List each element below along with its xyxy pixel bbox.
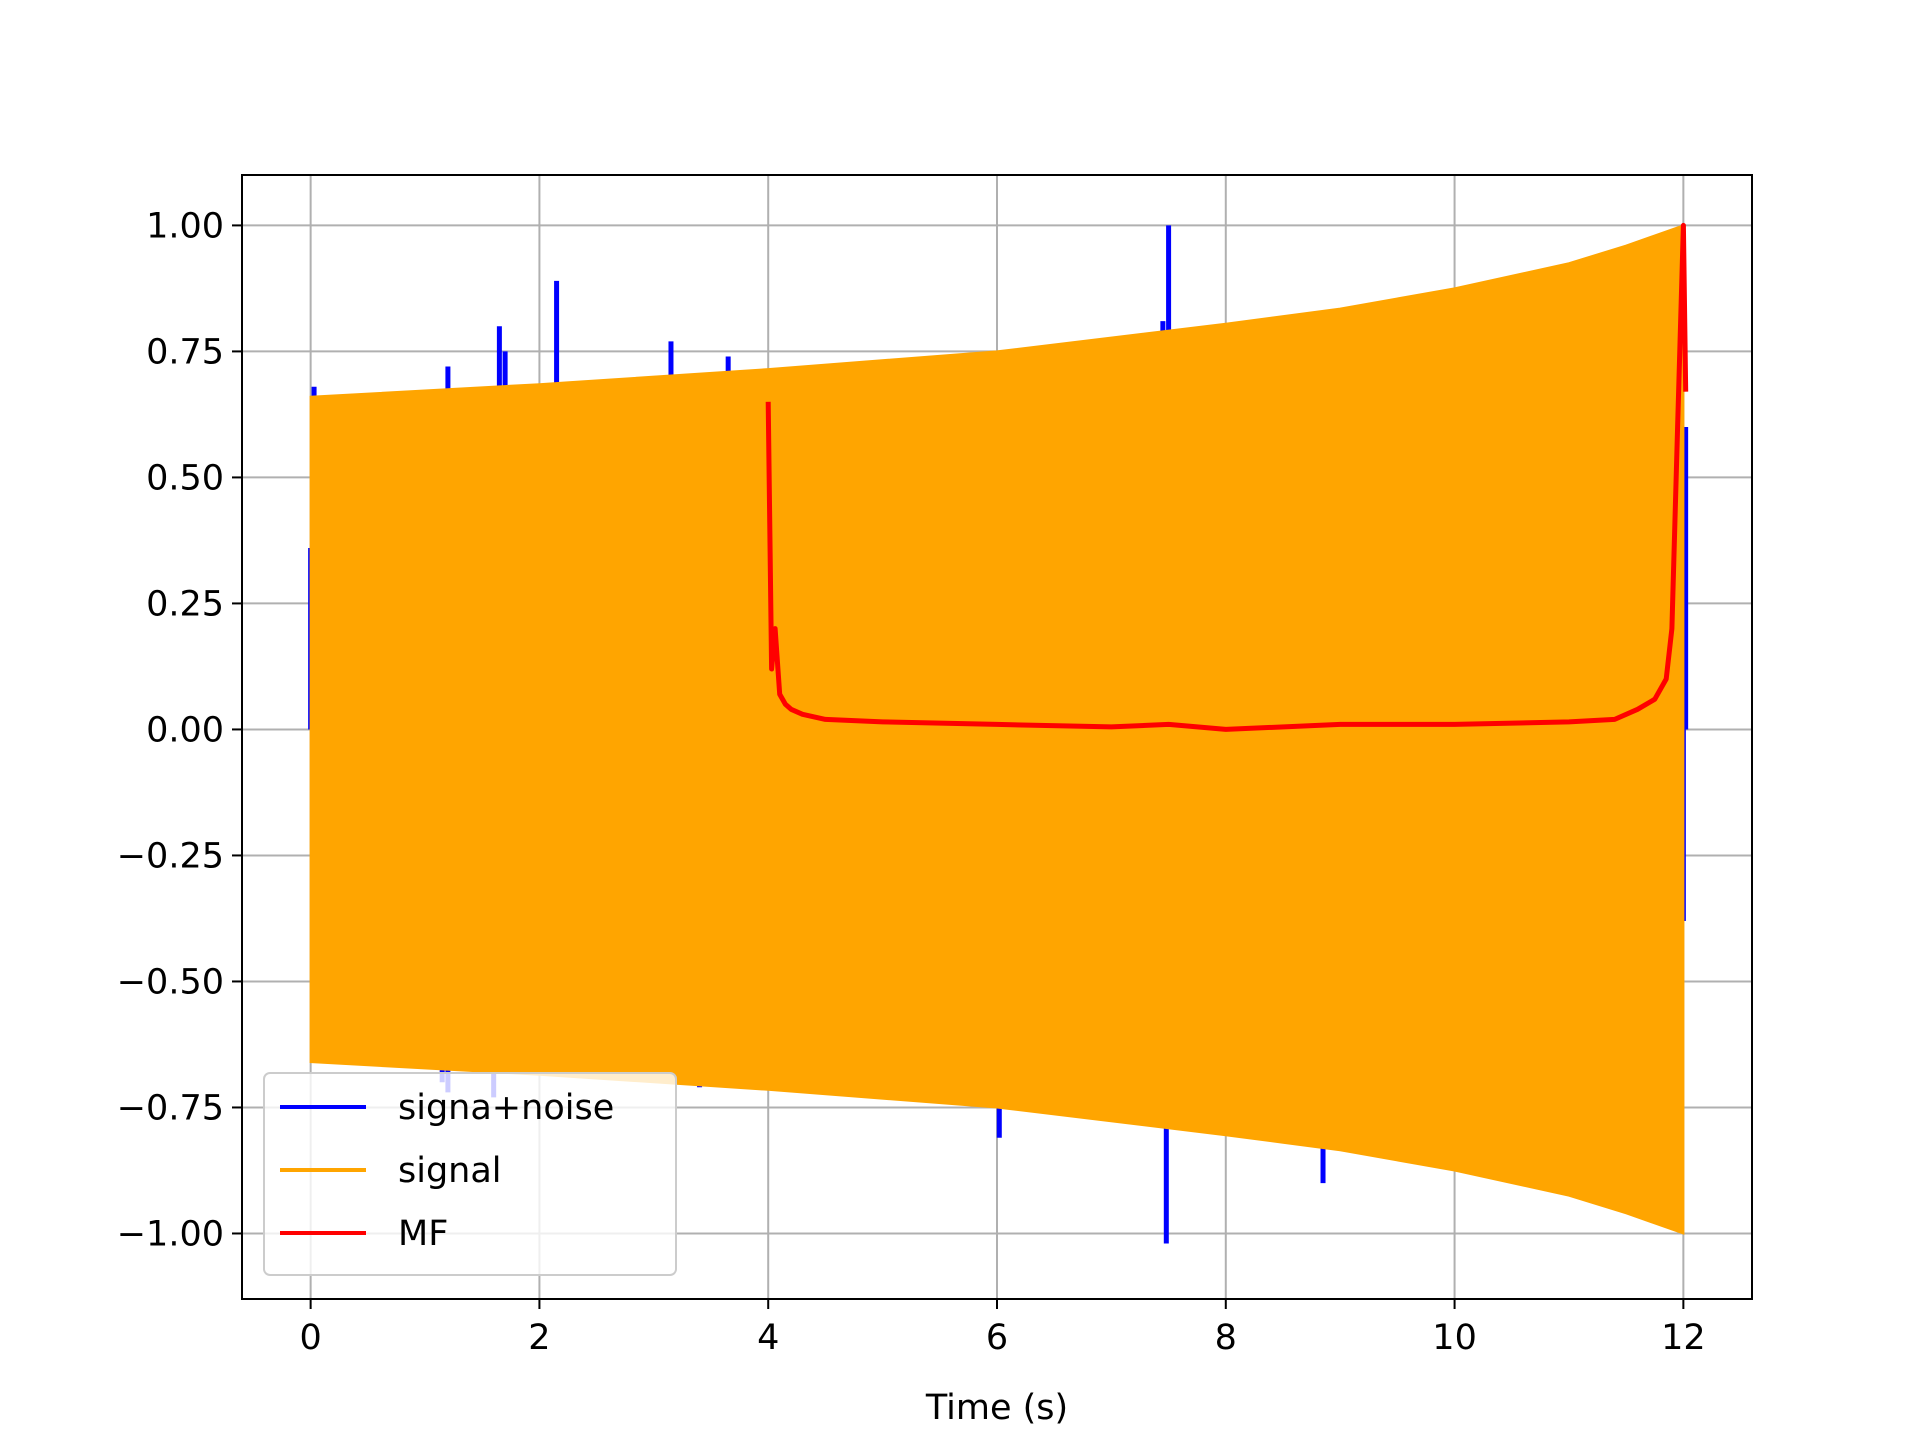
- x-tick-label: 12: [1661, 1318, 1706, 1358]
- plot-area: [308, 222, 1689, 1244]
- legend-label-mf: MF: [398, 1214, 448, 1254]
- x-tick-label: 10: [1432, 1318, 1477, 1358]
- y-axis: 1.00 0.75 0.50 0.25 0.00 −0.25 −0.50 −0.75 −1.00: [117, 206, 242, 1254]
- y-tick-label: −1.00: [117, 1214, 224, 1254]
- legend-label-signal-noise: signa+noise: [398, 1088, 614, 1128]
- x-tick-label: 4: [757, 1318, 779, 1358]
- x-tick-label: 0: [299, 1318, 321, 1358]
- x-axis-label: Time (s): [925, 1388, 1068, 1428]
- y-tick-label: 0.25: [146, 584, 224, 624]
- x-axis: 0 2 4 6 8 10 12: [299, 1299, 1706, 1358]
- y-tick-label: 0.00: [146, 710, 224, 750]
- legend: signa+noise signal MF: [263, 1072, 677, 1276]
- x-tick-label: 2: [528, 1318, 550, 1358]
- y-tick-label: 0.50: [146, 458, 224, 498]
- legend-label-signal: signal: [398, 1151, 502, 1191]
- x-tick-label: 8: [1215, 1318, 1237, 1358]
- signal-envelope: [309, 223, 1685, 1235]
- mf-line: [765, 222, 1689, 732]
- y-tick-label: 1.00: [146, 206, 224, 246]
- x-tick-label: 6: [986, 1318, 1008, 1358]
- y-tick-label: −0.25: [117, 836, 224, 876]
- y-tick-label: −0.75: [117, 1088, 224, 1128]
- legend-box: [263, 1072, 677, 1276]
- y-tick-label: −0.50: [117, 962, 224, 1002]
- y-tick-label: 0.75: [146, 332, 224, 372]
